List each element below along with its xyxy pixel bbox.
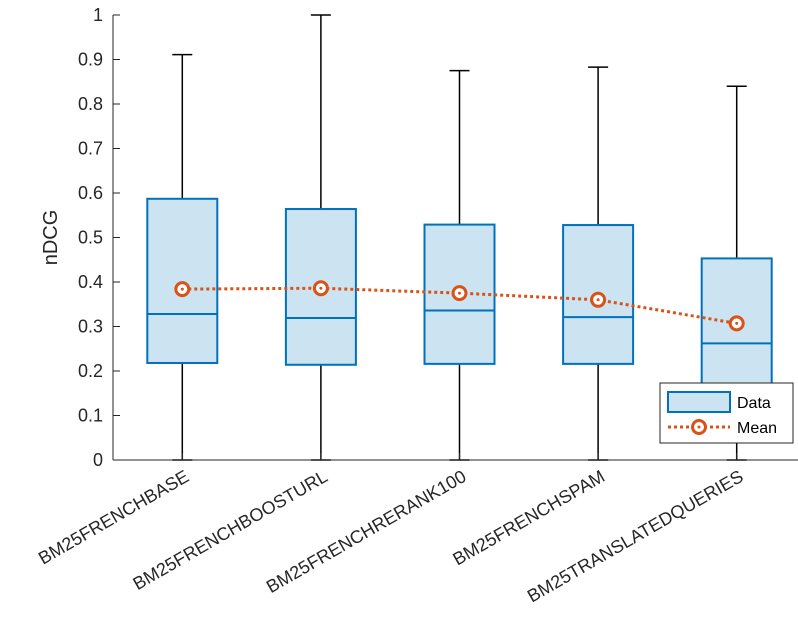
x-tick-label: BM25TRANSLATEDQUERIES [524, 466, 747, 606]
legend-swatch-data [667, 391, 731, 413]
legend: Data Mean [659, 382, 794, 444]
y-tick-label: 0.9 [78, 50, 103, 70]
mean-point-center [596, 298, 600, 302]
y-tick-label: 0.8 [78, 94, 103, 114]
mean-point-center [319, 286, 323, 290]
legend-swatch-mean-center [697, 425, 701, 429]
box-group [423, 69, 496, 461]
y-tick-label: 0 [93, 450, 103, 470]
y-tick-label: 0.1 [78, 406, 103, 426]
y-tick-label: 0.4 [78, 272, 103, 292]
y-tick-label: 0.3 [78, 317, 103, 337]
box-group [562, 66, 635, 461]
mean-point-center [735, 321, 739, 325]
box-group [284, 14, 357, 461]
y-axis-label: nDCG [40, 210, 62, 266]
y-tick-label: 0.7 [78, 139, 103, 159]
box-group [146, 53, 219, 461]
mean-point-center [180, 287, 184, 291]
y-tick-label: 0.2 [78, 361, 103, 381]
legend-label-mean: Mean [737, 420, 777, 437]
y-tick-label: 0.5 [78, 228, 103, 248]
y-tick-label: 1 [93, 5, 103, 25]
box [146, 197, 219, 364]
legend-label-data: Data [737, 395, 771, 412]
y-tick-label: 0.6 [78, 183, 103, 203]
mean-point-center [458, 291, 461, 295]
